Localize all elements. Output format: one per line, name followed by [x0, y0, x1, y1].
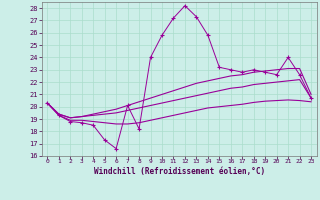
X-axis label: Windchill (Refroidissement éolien,°C): Windchill (Refroidissement éolien,°C)	[94, 167, 265, 176]
